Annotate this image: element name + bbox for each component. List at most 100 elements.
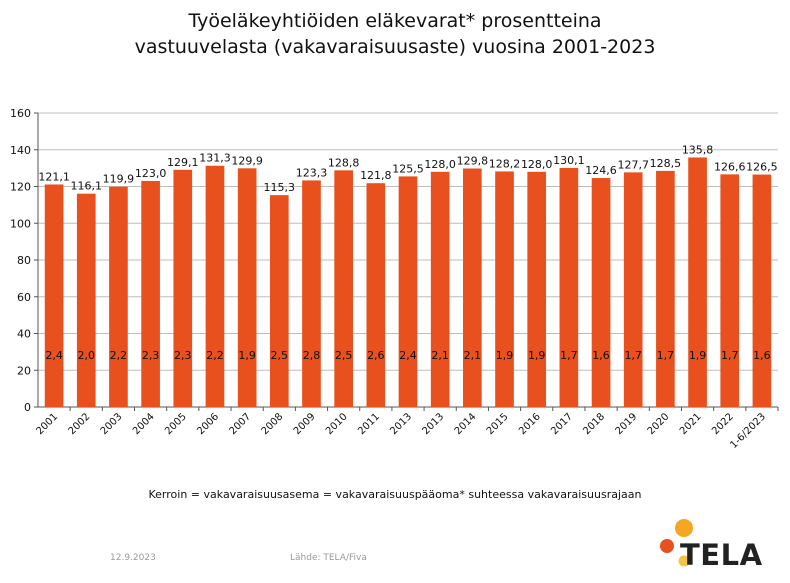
logo-text: TELA	[680, 538, 763, 572]
multiplier-label: 2,1	[431, 349, 449, 362]
bar	[173, 169, 193, 407]
x-tick-label: 2017	[549, 411, 575, 437]
bar	[752, 174, 772, 407]
value-label: 129,1	[167, 156, 199, 169]
value-label: 131,3	[199, 152, 231, 165]
y-tick-label: 120	[10, 181, 31, 194]
y-tick-label: 60	[17, 291, 31, 304]
chart-title: Työeläkeyhtiöiden eläkevarat* prosenttei…	[0, 8, 790, 60]
x-tick-label: 2002	[67, 411, 93, 437]
value-label: 121,8	[360, 169, 392, 182]
value-label: 116,1	[71, 180, 103, 193]
bar	[591, 178, 611, 407]
multiplier-label: 2,0	[78, 349, 96, 362]
bar	[656, 170, 675, 407]
multiplier-label: 1,7	[721, 349, 739, 362]
value-label: 124,6	[585, 164, 617, 177]
x-tick-label: 2005	[163, 411, 189, 437]
chart-title-line-1: Työeläkeyhtiöiden eläkevarat* prosenttei…	[188, 10, 602, 32]
multiplier-label: 1,9	[528, 349, 546, 362]
multiplier-label: 1,9	[238, 349, 256, 362]
bar	[109, 186, 128, 407]
value-label: 128,0	[521, 158, 553, 171]
x-tick-label: 2013	[388, 411, 414, 437]
x-tick-label: 2021	[678, 411, 704, 437]
y-tick-label: 80	[17, 254, 31, 267]
x-tick-label: 2019	[614, 411, 640, 437]
x-tick-label: 1-6/2023	[728, 411, 768, 451]
multiplier-label: 2,6	[367, 349, 385, 362]
bar	[76, 193, 96, 407]
x-tick-label: 2003	[99, 411, 125, 437]
value-label: 128,0	[424, 158, 456, 171]
bar	[334, 170, 353, 407]
x-tick-label: 2018	[581, 411, 607, 437]
bar	[44, 184, 64, 407]
x-tick-label: 2020	[646, 411, 672, 437]
logo-dot-medium	[660, 539, 674, 553]
multiplier-label: 1,9	[496, 349, 514, 362]
x-tick-label: 2010	[324, 411, 350, 437]
multiplier-label: 1,6	[753, 349, 771, 362]
bar	[623, 172, 643, 407]
value-label: 129,8	[457, 154, 489, 167]
bar	[559, 167, 579, 407]
value-label: 119,9	[103, 173, 135, 186]
y-tick-label: 100	[10, 217, 31, 230]
multiplier-label: 1,7	[624, 349, 642, 362]
bars	[44, 157, 772, 407]
multiplier-label: 2,4	[45, 349, 63, 362]
multiplier-label: 1,9	[689, 349, 707, 362]
value-label: 123,3	[296, 166, 328, 179]
value-label: 127,7	[617, 158, 649, 171]
bar	[366, 183, 386, 407]
x-tick-label: 2013	[421, 411, 447, 437]
y-tick-label: 20	[17, 364, 31, 377]
value-label: 128,2	[489, 157, 521, 170]
multiplier-label: 2,5	[335, 349, 353, 362]
x-tick-label: 2008	[260, 411, 286, 437]
value-label: 135,8	[682, 143, 714, 156]
value-label: 121,1	[38, 170, 70, 183]
value-label: 115,3	[264, 181, 296, 194]
x-tick-label: 2011	[356, 411, 382, 437]
bar	[141, 180, 160, 407]
bar	[205, 165, 225, 407]
multiplier-label: 1,6	[592, 349, 610, 362]
chart-title-line-2: vastuuvelasta (vakavaraisuusaste) vuosin…	[134, 36, 656, 58]
x-tick-label: 2009	[292, 411, 318, 437]
value-label: 125,5	[392, 162, 424, 175]
x-tick-label: 2004	[131, 411, 157, 437]
source-label: Lähde: TELA/Fiva	[290, 553, 367, 563]
value-label: 126,5	[746, 161, 778, 174]
y-tick-label: 160	[10, 107, 31, 120]
x-tick-label: 2006	[195, 411, 221, 437]
value-label: 129,9	[231, 154, 263, 167]
logo-dot-small	[678, 555, 690, 567]
bar	[527, 171, 547, 407]
x-tick-label: 2007	[227, 411, 253, 437]
logo-dot-large	[675, 519, 693, 537]
x-tick-label: 2015	[485, 411, 511, 437]
y-tick-labels: 0 20 40 60 80 100 120 140 160	[10, 107, 31, 414]
multiplier-label: 2,4	[399, 349, 417, 362]
tela-logo-icon	[660, 519, 693, 567]
multiplier-label: 2,3	[142, 349, 160, 362]
bar	[688, 157, 707, 407]
footnote: Kerroin = vakavaraisuusasema = vakavarai…	[148, 488, 642, 501]
value-label: 128,8	[328, 156, 360, 169]
multiplier-label: 1,7	[560, 349, 578, 362]
bar	[398, 176, 418, 407]
bar	[269, 195, 289, 407]
y-tick-label: 0	[24, 401, 31, 414]
x-tick-label: 2022	[710, 411, 736, 437]
bar	[463, 168, 482, 407]
bar	[430, 171, 450, 407]
x-tick-label: 2001	[34, 411, 60, 437]
date-label: 12.9.2023	[110, 553, 156, 563]
value-label: 128,5	[650, 157, 682, 170]
multiplier-label: 2,5	[271, 349, 289, 362]
value-label: 123,0	[135, 167, 167, 180]
